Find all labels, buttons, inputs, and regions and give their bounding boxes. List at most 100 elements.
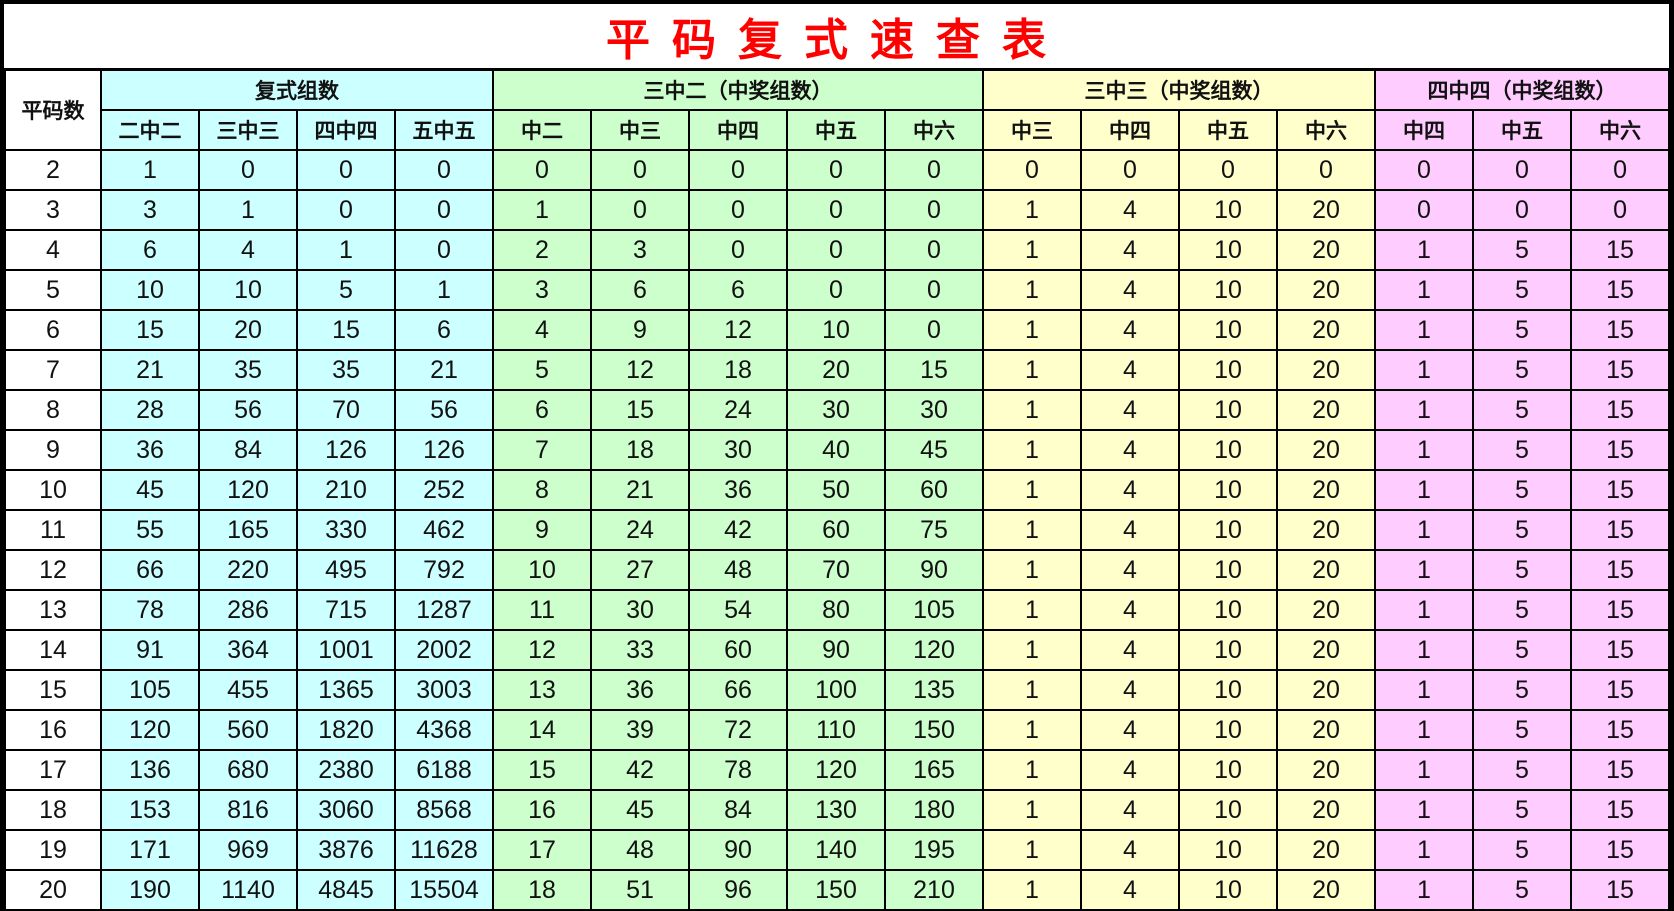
value-cell: 1 bbox=[982, 389, 1082, 431]
value-cell: 15 bbox=[1569, 269, 1671, 311]
value-cell: 1 bbox=[100, 149, 200, 191]
table-row: 20 190 1140 4845 15504 18 51 96 150 210 1 4 10 20 1 5 15 bbox=[4, 869, 1671, 911]
value-cell: 1 bbox=[1374, 749, 1474, 791]
value-cell: 1 bbox=[982, 469, 1082, 511]
value-cell: 3876 bbox=[296, 829, 396, 871]
value-cell: 1 bbox=[1374, 709, 1474, 751]
value-cell: 1 bbox=[198, 189, 298, 231]
value-cell: 20 bbox=[1276, 669, 1376, 711]
value-cell: 0 bbox=[1276, 149, 1376, 191]
value-cell: 4 bbox=[1080, 869, 1180, 911]
value-cell: 4 bbox=[1080, 189, 1180, 231]
value-cell: 30 bbox=[786, 389, 886, 431]
value-cell: 15 bbox=[1569, 629, 1671, 671]
value-cell: 10 bbox=[1178, 269, 1278, 311]
value-cell: 4 bbox=[1080, 709, 1180, 751]
value-cell: 5 bbox=[1472, 229, 1572, 271]
value-cell: 10 bbox=[1178, 229, 1278, 271]
value-cell: 66 bbox=[100, 549, 200, 591]
value-cell: 10 bbox=[492, 549, 592, 591]
value-cell: 20 bbox=[1276, 509, 1376, 551]
value-cell: 0 bbox=[394, 229, 494, 271]
value-cell: 18 bbox=[590, 429, 690, 471]
value-cell: 1 bbox=[982, 509, 1082, 551]
value-cell: 48 bbox=[590, 829, 690, 871]
value-cell: 27 bbox=[590, 549, 690, 591]
value-cell: 1 bbox=[982, 349, 1082, 391]
value-cell: 54 bbox=[688, 589, 788, 631]
row-label-cell: 18 bbox=[4, 789, 102, 831]
value-cell: 0 bbox=[786, 149, 886, 191]
value-cell: 5 bbox=[1472, 709, 1572, 751]
value-cell: 1 bbox=[982, 669, 1082, 711]
value-cell: 42 bbox=[688, 509, 788, 551]
value-cell: 15 bbox=[1569, 229, 1671, 271]
value-cell: 1 bbox=[982, 709, 1082, 751]
table-row: 19 171 969 3876 11628 17 48 90 140 195 1 4 10 20 1 5 15 bbox=[4, 829, 1671, 871]
value-cell: 8 bbox=[492, 469, 592, 511]
value-cell: 10 bbox=[1178, 589, 1278, 631]
value-cell: 252 bbox=[394, 469, 494, 511]
value-cell: 1 bbox=[1374, 389, 1474, 431]
value-cell: 153 bbox=[100, 789, 200, 831]
value-cell: 30 bbox=[884, 389, 984, 431]
value-cell: 6188 bbox=[394, 749, 494, 791]
value-cell: 0 bbox=[296, 149, 396, 191]
value-cell: 90 bbox=[688, 829, 788, 871]
value-cell: 60 bbox=[786, 509, 886, 551]
column-header: 中五 bbox=[1178, 109, 1278, 151]
value-cell: 21 bbox=[590, 469, 690, 511]
table-row: 11 55 165 330 462 9 24 42 60 75 1 4 10 20 1 5 15 bbox=[4, 509, 1671, 551]
value-cell: 5 bbox=[1472, 789, 1572, 831]
value-cell: 5 bbox=[1472, 309, 1572, 351]
value-cell: 4 bbox=[1080, 789, 1180, 831]
value-cell: 4 bbox=[1080, 229, 1180, 271]
row-label-cell: 12 bbox=[4, 549, 102, 591]
value-cell: 45 bbox=[590, 789, 690, 831]
value-cell: 6 bbox=[100, 229, 200, 271]
value-cell: 1 bbox=[1374, 229, 1474, 271]
value-cell: 11628 bbox=[394, 829, 494, 871]
value-cell: 30 bbox=[688, 429, 788, 471]
value-cell: 15 bbox=[296, 309, 396, 351]
value-cell: 0 bbox=[1178, 149, 1278, 191]
value-cell: 70 bbox=[786, 549, 886, 591]
value-cell: 51 bbox=[590, 869, 690, 911]
value-cell: 10 bbox=[1178, 829, 1278, 871]
value-cell: 17 bbox=[492, 829, 592, 871]
value-cell: 10 bbox=[100, 269, 200, 311]
value-cell: 4 bbox=[1080, 349, 1180, 391]
value-cell: 10 bbox=[1178, 669, 1278, 711]
value-cell: 1001 bbox=[296, 629, 396, 671]
value-cell: 15 bbox=[1569, 709, 1671, 751]
value-cell: 20 bbox=[1276, 749, 1376, 791]
table-row: 15 105 455 1365 3003 13 36 66 100 135 1 4 10 20 1 5 15 bbox=[4, 669, 1671, 711]
value-cell: 1820 bbox=[296, 709, 396, 751]
row-label-cell: 4 bbox=[4, 229, 102, 271]
value-cell: 2002 bbox=[394, 629, 494, 671]
column-header: 四中四 bbox=[296, 109, 396, 151]
column-header: 中二 bbox=[492, 109, 592, 151]
value-cell: 4 bbox=[1080, 389, 1180, 431]
value-cell: 33 bbox=[590, 629, 690, 671]
value-cell: 45 bbox=[884, 429, 984, 471]
value-cell: 84 bbox=[688, 789, 788, 831]
value-cell: 3 bbox=[100, 189, 200, 231]
value-cell: 4845 bbox=[296, 869, 396, 911]
column-header: 中四 bbox=[1080, 109, 1180, 151]
value-cell: 0 bbox=[590, 189, 690, 231]
value-cell: 15 bbox=[1569, 789, 1671, 831]
value-cell: 126 bbox=[296, 429, 396, 471]
value-cell: 4 bbox=[1080, 469, 1180, 511]
value-cell: 90 bbox=[884, 549, 984, 591]
group-header: 四中四（中奖组数） bbox=[1373, 68, 1671, 111]
value-cell: 6 bbox=[394, 309, 494, 351]
row-label-cell: 5 bbox=[4, 269, 102, 311]
value-cell: 50 bbox=[786, 469, 886, 511]
value-cell: 5 bbox=[1472, 509, 1572, 551]
row-header: 平码数 bbox=[4, 68, 102, 151]
value-cell: 20 bbox=[1276, 709, 1376, 751]
row-label-cell: 13 bbox=[4, 589, 102, 631]
value-cell: 0 bbox=[786, 269, 886, 311]
value-cell: 6 bbox=[688, 269, 788, 311]
